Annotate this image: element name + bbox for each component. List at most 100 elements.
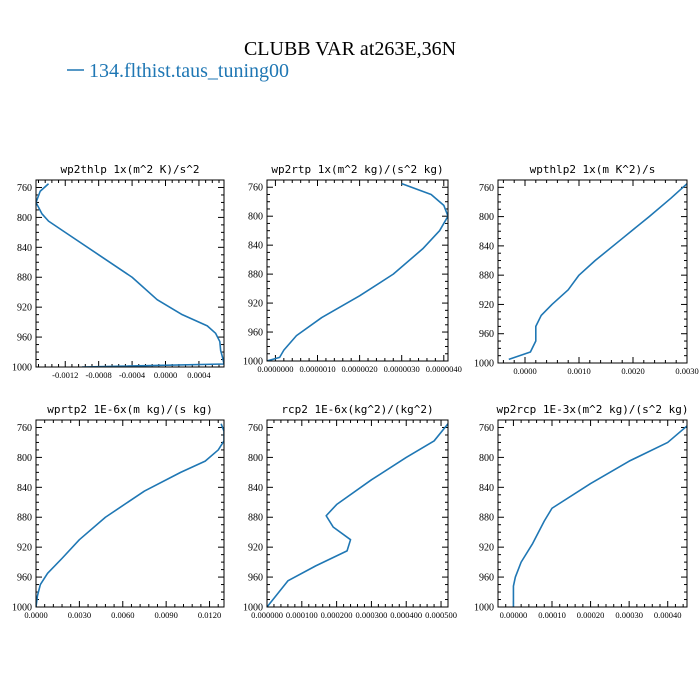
y-tick-label: 760 (479, 183, 494, 194)
panel-title: wp2thlp 1x(m^2 K)/s^2 (60, 163, 199, 176)
y-tick-label: 1000 (474, 603, 494, 614)
y-tick-label: 1000 (243, 603, 263, 614)
y-tick-label: 880 (248, 513, 263, 524)
y-tick-label: 800 (17, 453, 32, 464)
x-tick-label: 0.000000 (251, 610, 283, 620)
x-tick-label: 0.0000010 (299, 364, 335, 374)
y-tick-label: 800 (479, 212, 494, 223)
x-tick-label: -0.0008 (86, 370, 112, 380)
x-tick-label: 0.0000020 (342, 364, 378, 374)
panel-title: wp2rcp 1E-3x(m^2 kg)/(s^2 kg) (496, 403, 688, 416)
y-tick-label: 960 (248, 328, 263, 339)
y-tick-label: 800 (479, 453, 494, 464)
x-tick-label: 0.00010 (538, 610, 566, 620)
y-tick-label: 800 (248, 212, 263, 223)
panel-title: wprtp2 1E-6x(m kg)/(s kg) (47, 403, 213, 416)
panel-1: wp2thlp 1x(m^2 K)/s^2 760 800 840 880 920 960 1… (12, 163, 225, 380)
panel-3: wpthlp2 1x(m K^2)/s 760 800 840 880 920 960 100… (474, 163, 699, 376)
x-tick-label: 0.00040 (654, 610, 682, 620)
y-tick-label: 1000 (12, 363, 32, 374)
x-tick-label: 0.0000040 (426, 364, 462, 374)
panel-title: wpthlp2 1x(m K^2)/s (530, 163, 656, 176)
x-tick-label: 0.0090 (154, 610, 177, 620)
y-tick-label: 1000 (474, 359, 494, 370)
x-tick-label: 0.0060 (111, 610, 134, 620)
series-line (512, 425, 687, 607)
y-tick-label: 840 (248, 241, 263, 252)
plot-frame (497, 419, 688, 608)
y-tick-label: 920 (479, 543, 494, 554)
panel-2: wp2rtp 1x(m^2 kg)/(s^2 kg) 760 800 840 880 92… (243, 163, 462, 374)
x-tick-label: 0.0000000 (257, 364, 293, 374)
x-tick-label: 0.0020 (621, 366, 644, 376)
legend-label: 134.flthist.taus_tuning00 (89, 60, 289, 82)
x-tick-label: 0.000500 (425, 610, 457, 620)
y-tick-label: 840 (479, 241, 494, 252)
x-tick-label: 0.0000 (154, 370, 177, 380)
y-tick-label: 880 (17, 273, 32, 284)
y-tick-label: 960 (17, 333, 32, 344)
x-tick-label: 0.0030 (675, 366, 698, 376)
x-tick-label: 0.000300 (355, 610, 387, 620)
y-tick-label: 880 (248, 270, 263, 281)
plot-frame (497, 179, 688, 364)
x-tick-label: 0.00020 (577, 610, 605, 620)
y-tick-label: 960 (17, 573, 32, 584)
panel-6: wp2rcp 1E-3x(m^2 kg)/(s^2 kg)760 800 840 88… (474, 403, 689, 620)
legend: 134.flthist.taus_tuning00 (67, 60, 289, 82)
x-tick-label: 0.000100 (286, 610, 318, 620)
y-tick-label: 960 (248, 573, 263, 584)
x-tick-label: -0.0004 (119, 370, 146, 380)
y-tick-label: 760 (248, 183, 263, 194)
y-tick-label: 840 (17, 483, 32, 494)
plot-frame (266, 179, 449, 362)
x-tick-label: 0.000200 (321, 610, 353, 620)
figure-title: CLUBB VAR at263E,36N (244, 38, 456, 60)
y-tick-label: 840 (248, 483, 263, 494)
panel-5: rcp2 1E-6x(kg^2)/(kg^2) 760 800 840 880 920 96… (243, 403, 457, 620)
y-tick-label: 960 (479, 573, 494, 584)
y-tick-label: 920 (17, 543, 32, 554)
y-tick-label: 880 (479, 513, 494, 524)
y-tick-label: 1000 (12, 603, 32, 614)
y-tick-label: 880 (479, 271, 494, 282)
x-tick-label: 0.00030 (615, 610, 643, 620)
series-line (36, 423, 224, 607)
y-tick-label: 800 (17, 213, 32, 224)
y-tick-label: 840 (17, 243, 32, 254)
x-tick-label: 0.0010 (567, 366, 590, 376)
y-tick-label: 760 (17, 183, 32, 194)
x-tick-label: 0.0120 (198, 610, 221, 620)
series-line (267, 423, 448, 607)
series-line (508, 183, 687, 361)
panel-4: wprtp2 1E-6x(m kg)/(s kg) 760 800 840 880 920… (12, 403, 225, 620)
x-tick-label: 0.0000030 (384, 364, 420, 374)
y-tick-label: 1000 (243, 357, 263, 368)
plot-frame (35, 179, 225, 368)
y-tick-label: 880 (17, 513, 32, 524)
series-line (36, 183, 224, 367)
y-tick-label: 760 (17, 423, 32, 434)
x-tick-label: -0.0012 (52, 370, 78, 380)
x-tick-label: 0.000400 (390, 610, 422, 620)
plot-frame (35, 419, 225, 608)
y-tick-label: 760 (248, 423, 263, 434)
y-tick-label: 800 (248, 453, 263, 464)
y-tick-label: 920 (479, 300, 494, 311)
y-tick-label: 920 (248, 543, 263, 554)
panel-title: wp2rtp 1x(m^2 kg)/(s^2 kg) (271, 163, 443, 176)
x-tick-label: 0.0000 (513, 366, 536, 376)
x-tick-label: 0.0004 (187, 370, 211, 380)
x-tick-label: 0.0030 (68, 610, 91, 620)
series-line (267, 182, 448, 361)
y-tick-label: 920 (17, 303, 32, 314)
y-tick-label: 760 (479, 423, 494, 434)
y-tick-label: 920 (248, 299, 263, 310)
y-tick-label: 960 (479, 329, 494, 340)
x-tick-label: 0.0000 (24, 610, 47, 620)
plot-frame (266, 419, 449, 608)
y-tick-label: 840 (479, 483, 494, 494)
panel-title: rcp2 1E-6x(kg^2)/(kg^2) (281, 403, 433, 416)
x-tick-label: 0.00000 (500, 610, 528, 620)
